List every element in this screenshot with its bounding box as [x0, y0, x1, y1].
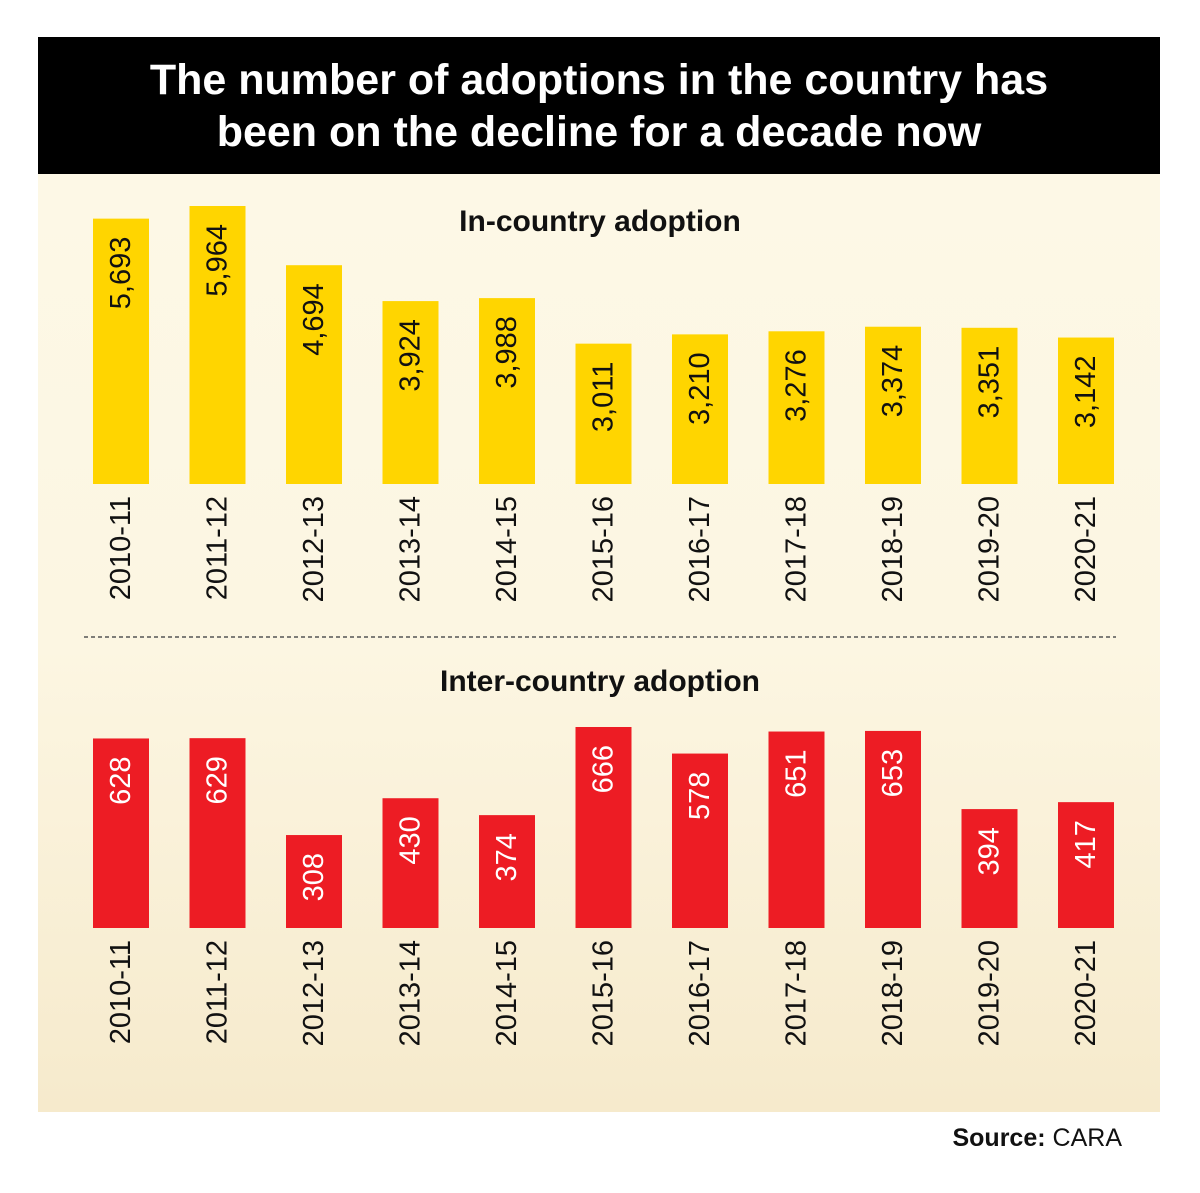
inter-country-bar — [961, 809, 1018, 928]
inter-country-bar — [1058, 802, 1114, 928]
inter-country-bar — [479, 815, 535, 928]
in-country-value-label: 5,964 — [202, 224, 234, 297]
in-country-category-label: 2011-12 — [202, 496, 234, 600]
inter-country-chart-title: Inter-country adoption — [440, 665, 760, 698]
inter-country-category-label: 2015-16 — [588, 940, 620, 1046]
inter-country-category-label: 2013-14 — [395, 940, 427, 1046]
in-country-category-label: 2015-16 — [588, 496, 620, 602]
in-country-value-label: 4,694 — [298, 283, 330, 356]
inter-country-value-label: 578 — [684, 772, 716, 820]
in-country-category-label: 2017-18 — [781, 496, 813, 602]
in-country-value-label: 5,693 — [105, 237, 137, 310]
inter-country-bar — [93, 738, 149, 928]
inter-country-category-label: 2016-17 — [684, 940, 716, 1046]
inter-country-bar — [286, 835, 342, 928]
inter-country-value-label: 308 — [298, 853, 330, 901]
inter-country-bar — [382, 798, 439, 928]
in-country-category-label: 2013-14 — [395, 496, 427, 602]
inter-country-category-label: 2011-12 — [202, 940, 234, 1044]
in-country-bar — [479, 298, 535, 484]
source-value: CARA — [1052, 1124, 1122, 1152]
title-line-2: been on the decline for a decade now — [216, 107, 982, 156]
inter-country-value-label: 628 — [105, 756, 137, 804]
in-country-category-label: 2012-13 — [298, 496, 330, 602]
in-country-category-label: 2014-15 — [491, 496, 523, 602]
in-country-bar — [1058, 337, 1114, 484]
inter-country-category-label: 2010-11 — [105, 940, 137, 1044]
inter-country-value-label: 374 — [491, 833, 523, 881]
inter-country-value-label: 666 — [588, 745, 620, 793]
source-note: Source: CARA — [952, 1124, 1122, 1153]
in-country-value-label: 3,924 — [395, 319, 427, 392]
in-country-bar — [961, 327, 1018, 484]
in-country-bar — [93, 218, 149, 484]
in-country-value-label: 3,374 — [877, 345, 909, 418]
inter-country-category-label: 2020-21 — [1070, 940, 1102, 1046]
source-label: Source: — [952, 1124, 1046, 1152]
in-country-category-label: 2010-11 — [105, 496, 137, 600]
in-country-category-label: 2018-19 — [877, 496, 909, 602]
in-country-category-label: 2016-17 — [684, 496, 716, 602]
in-country-bar — [286, 265, 342, 484]
inter-country-bar — [865, 730, 921, 928]
in-country-value-label: 3,988 — [491, 316, 523, 389]
in-country-bar — [865, 326, 921, 484]
inter-country-value-label: 394 — [974, 827, 1006, 875]
in-country-category-label: 2019-20 — [974, 496, 1006, 602]
in-country-bar — [189, 206, 246, 484]
inter-country-bar — [672, 753, 728, 928]
inter-country-category-label: 2012-13 — [298, 940, 330, 1046]
chart-title-banner: The number of adoptions in the country h… — [38, 37, 1160, 174]
in-country-chart-title: In-country adoption — [459, 205, 741, 238]
in-country-bar — [575, 343, 632, 484]
inter-country-value-label: 653 — [877, 749, 909, 797]
inter-country-value-label: 430 — [395, 816, 427, 864]
inter-country-value-label: 629 — [202, 756, 234, 804]
in-country-category-label: 2020-21 — [1070, 496, 1102, 602]
in-country-value-label: 3,011 — [588, 362, 620, 432]
inter-country-bar — [768, 731, 825, 928]
inter-country-value-label: 651 — [781, 750, 813, 798]
in-country-bar — [382, 301, 439, 484]
inter-country-bar — [189, 738, 246, 928]
in-country-value-label: 3,142 — [1070, 356, 1102, 429]
in-country-bar — [672, 334, 728, 484]
title-line-1: The number of adoptions in the country h… — [149, 55, 1049, 104]
in-country-value-label: 3,210 — [684, 352, 716, 425]
inter-country-category-label: 2019-20 — [974, 940, 1006, 1046]
inter-country-category-label: 2017-18 — [781, 940, 813, 1046]
inter-country-category-label: 2014-15 — [491, 940, 523, 1046]
inter-country-value-label: 417 — [1070, 820, 1102, 868]
in-country-value-label: 3,276 — [781, 349, 813, 422]
in-country-bar — [768, 331, 825, 484]
in-country-value-label: 3,351 — [974, 346, 1006, 419]
inter-country-bar — [575, 727, 632, 928]
inter-country-category-label: 2018-19 — [877, 940, 909, 1046]
